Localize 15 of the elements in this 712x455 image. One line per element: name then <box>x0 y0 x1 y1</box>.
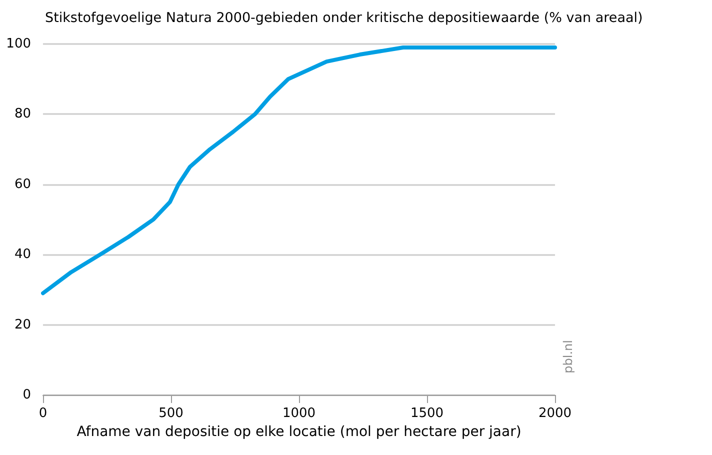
y-tick-label: 80 <box>14 106 31 122</box>
x-tick-label: 1000 <box>282 406 316 421</box>
y-tick-label: 20 <box>14 317 31 332</box>
line-series <box>41 46 557 296</box>
x-tick-label: 500 <box>158 406 184 421</box>
x-tick-label: 0 <box>38 406 48 421</box>
x-tick-label: 1500 <box>410 406 444 421</box>
text: pbl.nl <box>561 340 575 374</box>
y-tick-label: 100 <box>6 36 31 52</box>
y-tick-label: 40 <box>14 247 31 262</box>
x-tick-label: 2000 <box>538 406 572 421</box>
chart-title: Stikstofgevoelige Natura 2000-gebieden onder kritische depositiewaarde (% van areaal) <box>45 10 643 26</box>
y-tick-label: 60 <box>14 176 31 192</box>
y-tick-label: 0 <box>22 388 31 402</box>
x-axis-title: Afname van depositie op elke locatie (mol per hectare per jaar) <box>76 424 522 440</box>
